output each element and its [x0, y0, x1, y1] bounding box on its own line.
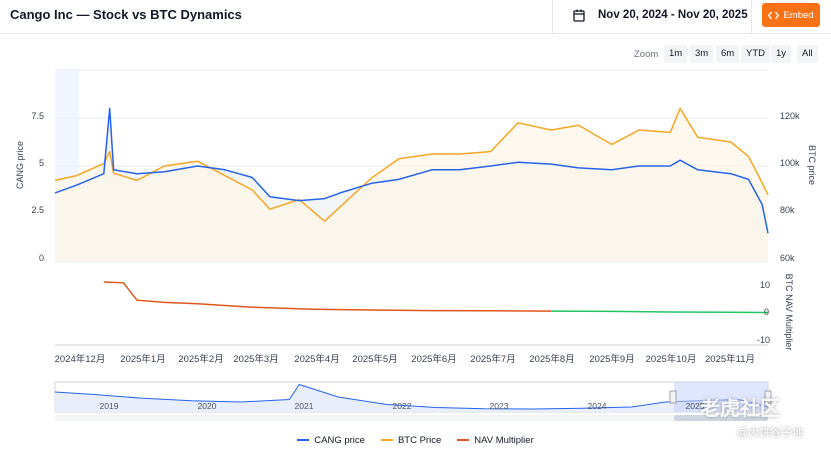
zoom-1m-button[interactable]: 1m [664, 45, 688, 63]
x-tick-label: 2025年11月 [705, 353, 755, 365]
header-bar: Cango Inc — Stock vs BTC Dynamics Nov 20… [0, 0, 831, 34]
legend-label: NAV Multiplier [474, 434, 534, 446]
left-tick-label: 2.5 [31, 205, 44, 215]
x-tick-label: 2025年9月 [589, 353, 634, 365]
legend-item-nav[interactable]: NAV Multiplier [457, 432, 534, 448]
right-tick-label: 100k [780, 158, 800, 168]
legend-swatch [380, 439, 393, 441]
left-tick-label: 7.5 [31, 111, 44, 121]
x-tick-label: 2025年4月 [294, 353, 339, 365]
calendar-icon [573, 9, 585, 22]
watermark-author: @大饼谷子地 [737, 427, 804, 439]
navigator-handle-left [669, 390, 677, 404]
embed-button-label: Embed [783, 9, 814, 21]
legend-label: BTC Price [397, 434, 442, 446]
navigator-line [54, 383, 769, 410]
navigator-year-label: 2023 [490, 401, 509, 411]
x-tick-label: 2025年10月 [646, 353, 697, 365]
series-area-btc [55, 108, 768, 263]
page-title: Cango Inc — Stock vs BTC Dynamics [10, 7, 242, 22]
legend-swatch [297, 439, 310, 441]
range-shade [55, 70, 79, 262]
nav-tick-label: -10 [757, 335, 770, 345]
series-line-cang [54, 107, 769, 234]
series-line-btc [54, 107, 769, 222]
left-tick-label: 5 [39, 158, 44, 168]
zoom-3m-button[interactable]: 3m [690, 45, 714, 63]
legend-item-cang[interactable]: CANG price [297, 432, 365, 448]
x-tick-label: 2025年6月 [411, 353, 456, 365]
legend-label: CANG price [314, 434, 365, 446]
right-tick-label: 120k [780, 111, 800, 121]
navigator-year-label: 2019 [100, 401, 119, 411]
navigator-scrollbar [55, 415, 768, 421]
navigator-frame [54, 381, 769, 413]
navigator-year-label: 2024 [588, 401, 607, 411]
navigator-area [55, 384, 768, 412]
x-tick-label: 2025年1月 [120, 353, 165, 365]
zoom-label: Zoom [634, 49, 659, 60]
navigator-year-label: 2022 [393, 401, 412, 411]
x-tick-label: 2025年2月 [178, 353, 223, 365]
x-tick-label: 2025年8月 [529, 353, 574, 365]
nav-tick-label: 10 [760, 280, 770, 290]
right-tick-label: 80k [780, 205, 795, 215]
code-icon [768, 11, 780, 19]
right-axis-title: BTC price [807, 145, 817, 185]
right-tick-label: 60k [780, 253, 795, 263]
navigator-year-label: 2021 [295, 401, 314, 411]
series-area-cang [55, 108, 768, 263]
x-tick-label: 2025年5月 [352, 353, 397, 365]
zoom-1y-button[interactable]: 1y [771, 45, 792, 63]
zoom-6m-button[interactable]: 6m [716, 45, 740, 63]
date-range-picker[interactable]: Nov 20, 2024 - Nov 20, 2025 [552, 0, 752, 33]
embed-button[interactable]: Embed [762, 3, 820, 27]
zoom-ytd-button[interactable]: YTD [741, 45, 770, 63]
nav-axis-title: BTC NAV Multiplier [784, 274, 794, 351]
left-tick-label: 0 [39, 253, 44, 263]
watermark-logo: 老虎社区 [700, 398, 780, 420]
legend-swatch [457, 439, 470, 441]
zoom-all-button[interactable]: All [797, 45, 818, 63]
x-tick-label: 2025年3月 [233, 353, 278, 365]
x-tick-label: 2025年7月 [470, 353, 515, 365]
navigator-year-label: 2020 [198, 401, 217, 411]
chart-legend: CANG price BTC Price NAV Multiplier [0, 432, 831, 448]
series-line-nav-low [551, 310, 769, 314]
date-range-text: Nov 20, 2024 - Nov 20, 2025 [598, 9, 748, 21]
series-line-nav [103, 281, 552, 312]
x-tick-label: 2024年12月 [55, 353, 106, 365]
legend-item-btc[interactable]: BTC Price [380, 432, 442, 448]
nav-tick-label: 0 [764, 307, 769, 317]
left-axis-title: CANG price [15, 141, 25, 189]
